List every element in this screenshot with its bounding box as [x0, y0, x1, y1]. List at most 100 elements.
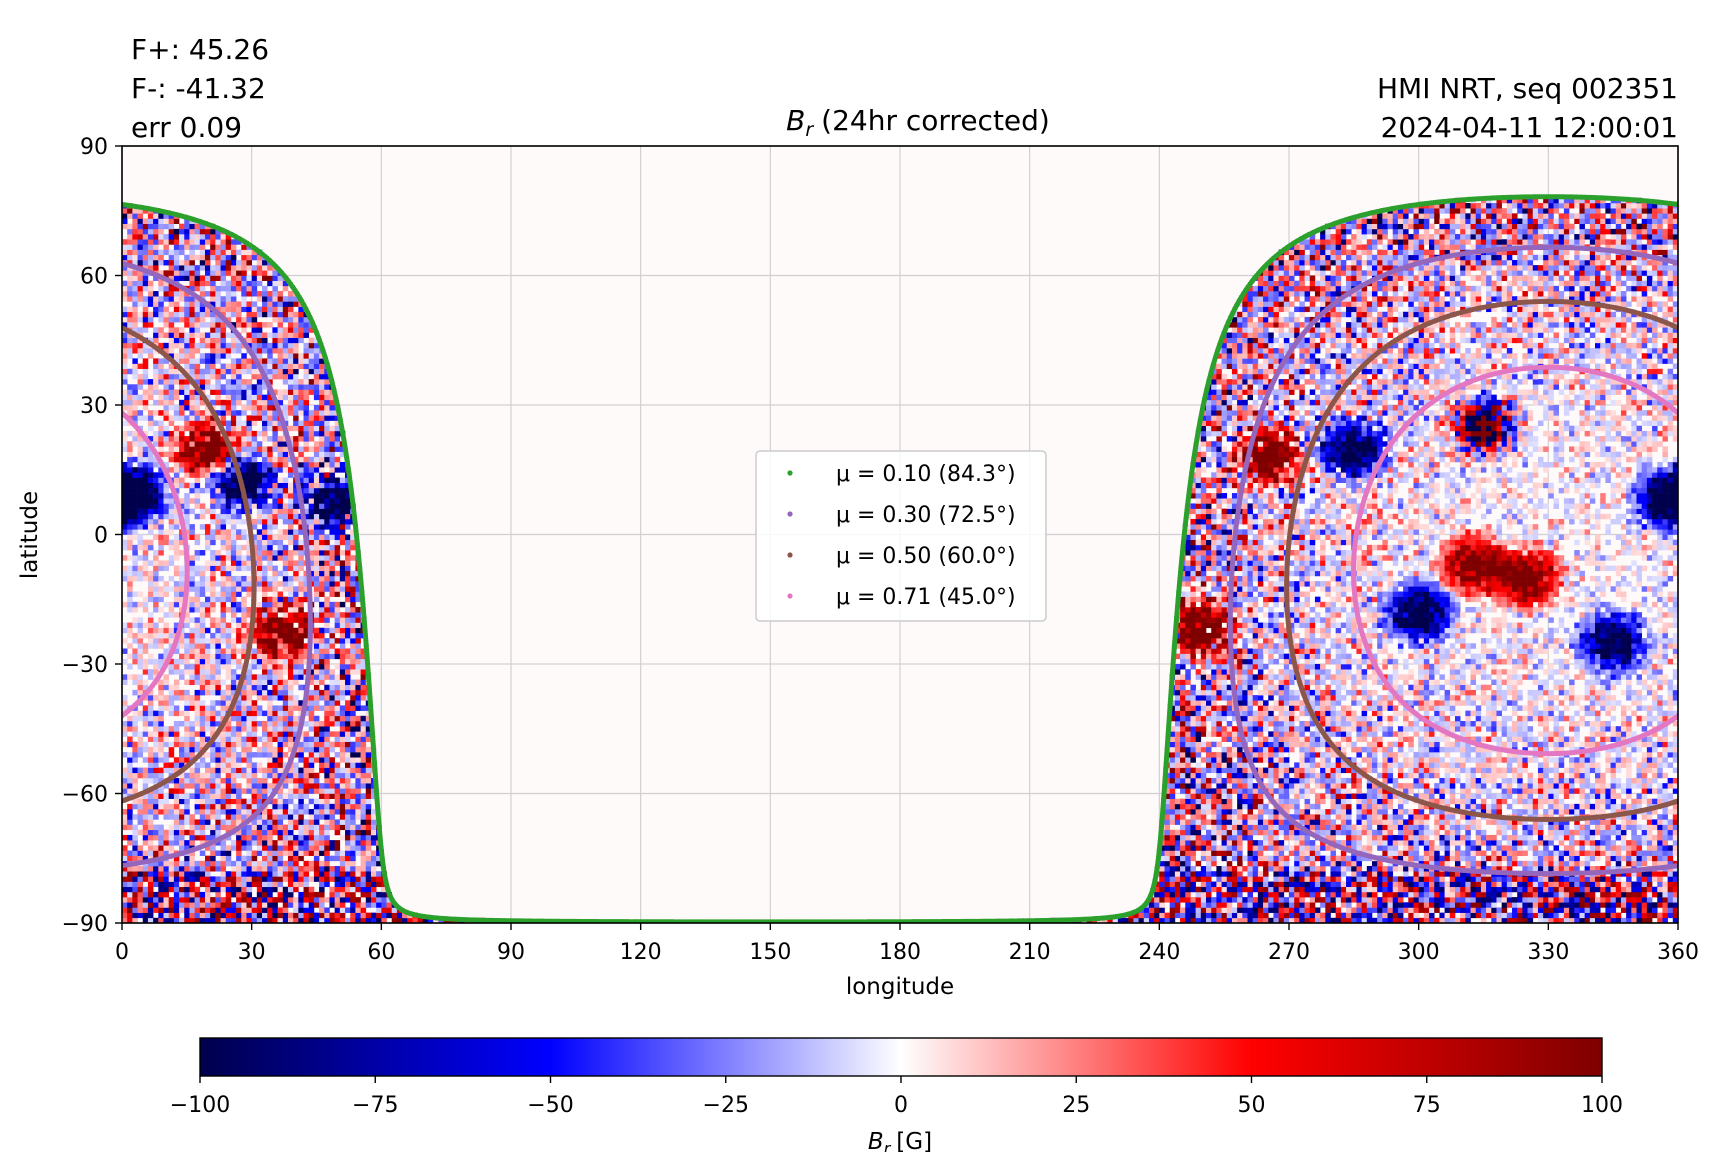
heatmap-cell — [189, 674, 195, 680]
heatmap-cell — [287, 834, 294, 841]
heatmap-cell — [158, 689, 164, 696]
heatmap-cell — [163, 741, 169, 748]
heatmap-cell — [262, 876, 268, 882]
heatmap-cell — [319, 368, 325, 375]
heatmap-cell — [158, 653, 164, 660]
heatmap-cell — [179, 259, 185, 266]
heatmap-cell — [122, 513, 128, 520]
heatmap-cell — [360, 757, 367, 763]
heatmap-cell — [220, 917, 227, 923]
heatmap-cell — [256, 384, 263, 390]
heatmap-cell — [308, 866, 315, 872]
heatmap-cell — [345, 664, 351, 670]
heatmap-cell — [215, 907, 221, 913]
heatmap-cell — [220, 653, 227, 660]
heatmap-cell — [308, 669, 315, 675]
heatmap-cell — [282, 783, 289, 789]
heatmap-cell — [256, 658, 263, 665]
heatmap-cell — [153, 876, 159, 882]
heatmap-cell — [158, 487, 164, 494]
heatmap-cell — [324, 622, 330, 629]
heatmap-cell — [241, 363, 247, 370]
heatmap-cell — [168, 897, 175, 903]
heatmap-cell — [277, 772, 284, 779]
heatmap-cell — [236, 866, 242, 872]
heatmap-cell — [147, 389, 154, 395]
heatmap-cell — [158, 881, 164, 888]
heatmap-cell — [220, 762, 227, 768]
heatmap-cell — [236, 555, 242, 561]
heatmap-cell — [262, 850, 268, 856]
heatmap-cell — [210, 658, 216, 665]
heatmap-cell — [313, 689, 320, 696]
heatmap-cell — [230, 430, 237, 437]
heatmap-cell — [230, 498, 237, 504]
heatmap-cell — [215, 783, 221, 789]
heatmap-cell — [287, 550, 294, 556]
heatmap-cell — [194, 472, 201, 478]
heatmap-cell — [163, 757, 169, 763]
heatmap-cell — [334, 720, 341, 727]
heatmap-cell — [137, 866, 144, 872]
heatmap-cell — [158, 658, 164, 665]
heatmap-cell — [287, 617, 294, 623]
heatmap-cell — [137, 648, 144, 654]
heatmap-cell — [339, 720, 346, 727]
heatmap-cell — [241, 565, 247, 572]
heatmap-cell — [319, 917, 325, 923]
heatmap-cell — [230, 917, 237, 923]
heatmap-cell — [324, 456, 330, 463]
heatmap-cell — [319, 508, 325, 515]
heatmap-cell — [324, 762, 330, 768]
heatmap-cell — [173, 565, 180, 572]
heatmap-cell — [334, 601, 341, 608]
heatmap-cell — [179, 348, 185, 354]
heatmap-cell — [158, 368, 164, 375]
heatmap-cell — [158, 285, 164, 292]
heatmap-cell — [127, 907, 133, 913]
heatmap-cell — [132, 777, 138, 784]
heatmap-cell — [153, 493, 159, 499]
heatmap-cell — [194, 565, 201, 572]
heatmap-cell — [220, 679, 227, 686]
heatmap-cell — [272, 534, 278, 540]
heatmap-cell — [267, 265, 273, 271]
heatmap-cell — [173, 684, 180, 691]
heatmap-cell — [308, 912, 315, 919]
heatmap-cell — [210, 415, 216, 421]
heatmap-cell — [142, 824, 149, 831]
heatmap-cell — [173, 860, 180, 867]
heatmap-cell — [256, 482, 263, 489]
heatmap-cell — [137, 223, 144, 230]
heatmap-cell — [313, 487, 320, 494]
heatmap-cell — [345, 741, 351, 748]
heatmap-cell — [158, 451, 164, 458]
heatmap-cell — [225, 348, 232, 354]
heatmap-cell — [215, 384, 221, 390]
heatmap-cell — [147, 477, 154, 483]
heatmap-cell — [225, 627, 232, 634]
heatmap-cell — [298, 544, 304, 551]
heatmap-cell — [236, 695, 242, 701]
heatmap-cell — [147, 720, 154, 727]
heatmap-cell — [308, 907, 315, 913]
heatmap-cell — [251, 467, 258, 473]
heatmap-cell — [225, 482, 232, 489]
heatmap-cell — [173, 710, 180, 717]
heatmap-cell — [287, 829, 294, 836]
heatmap-cell — [272, 684, 278, 691]
heatmap-cell — [142, 316, 149, 323]
heatmap-cell — [230, 436, 237, 442]
heatmap-cell — [251, 897, 258, 903]
heatmap-cell — [132, 275, 138, 281]
heatmap-cell — [272, 461, 278, 468]
heatmap-cell — [184, 332, 190, 338]
heatmap-cell — [225, 254, 232, 261]
heatmap-cell — [215, 591, 221, 597]
heatmap-cell — [189, 653, 195, 660]
heatmap-cell — [194, 793, 201, 799]
heatmap-cell — [293, 503, 299, 509]
heatmap-cell — [334, 420, 341, 427]
heatmap-cell — [329, 461, 335, 468]
